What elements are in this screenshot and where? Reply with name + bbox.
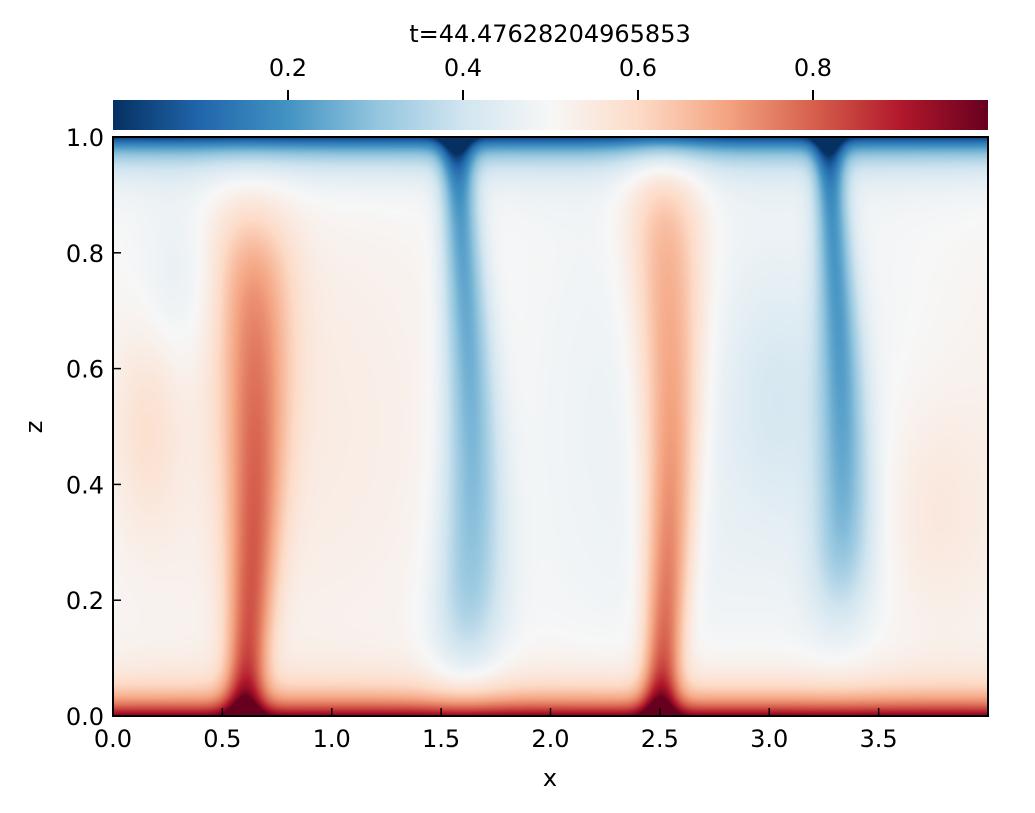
y-tick-label: 0.6 [66,356,104,384]
x-tick-label: 0.0 [94,725,132,753]
colorbar-tick-label: 0.6 [619,54,657,82]
colorbar-ticks: 0.2 0.4 0.6 0.8 [269,54,832,100]
x-tick-label: 3.0 [750,725,788,753]
y-axis-label: z [20,421,48,434]
y-tick-label: 0.8 [66,240,104,268]
y-tick-label: 0.2 [66,587,104,615]
x-tick-label: 2.0 [531,725,569,753]
colorbar-tick-label: 0.8 [794,54,832,82]
chart-title: t=44.47628204965853 [409,20,690,48]
y-tick-label: 0.4 [66,471,104,499]
colorbar: 0.2 0.4 0.6 0.8 [113,54,988,130]
colorbar-gradient [113,100,988,130]
x-axis-ticks: 0.0 0.5 1.0 1.5 2.0 2.5 3.0 3.5 [94,708,898,753]
x-axis-label: x [543,764,557,792]
colorbar-tick-label: 0.2 [269,54,307,82]
x-tick-label: 1.0 [313,725,351,753]
x-tick-label: 3.5 [860,725,898,753]
y-tick-label: 1.0 [66,124,104,152]
heatmap-field [113,137,988,716]
y-tick-label: 0.0 [66,703,104,731]
x-tick-label: 2.5 [641,725,679,753]
x-tick-label: 1.5 [422,725,460,753]
y-axis-ticks: 0.0 0.2 0.4 0.6 0.8 1.0 [66,124,121,731]
x-tick-label: 0.5 [203,725,241,753]
plot-area [112,136,989,717]
colorbar-tick-label: 0.4 [444,54,482,82]
